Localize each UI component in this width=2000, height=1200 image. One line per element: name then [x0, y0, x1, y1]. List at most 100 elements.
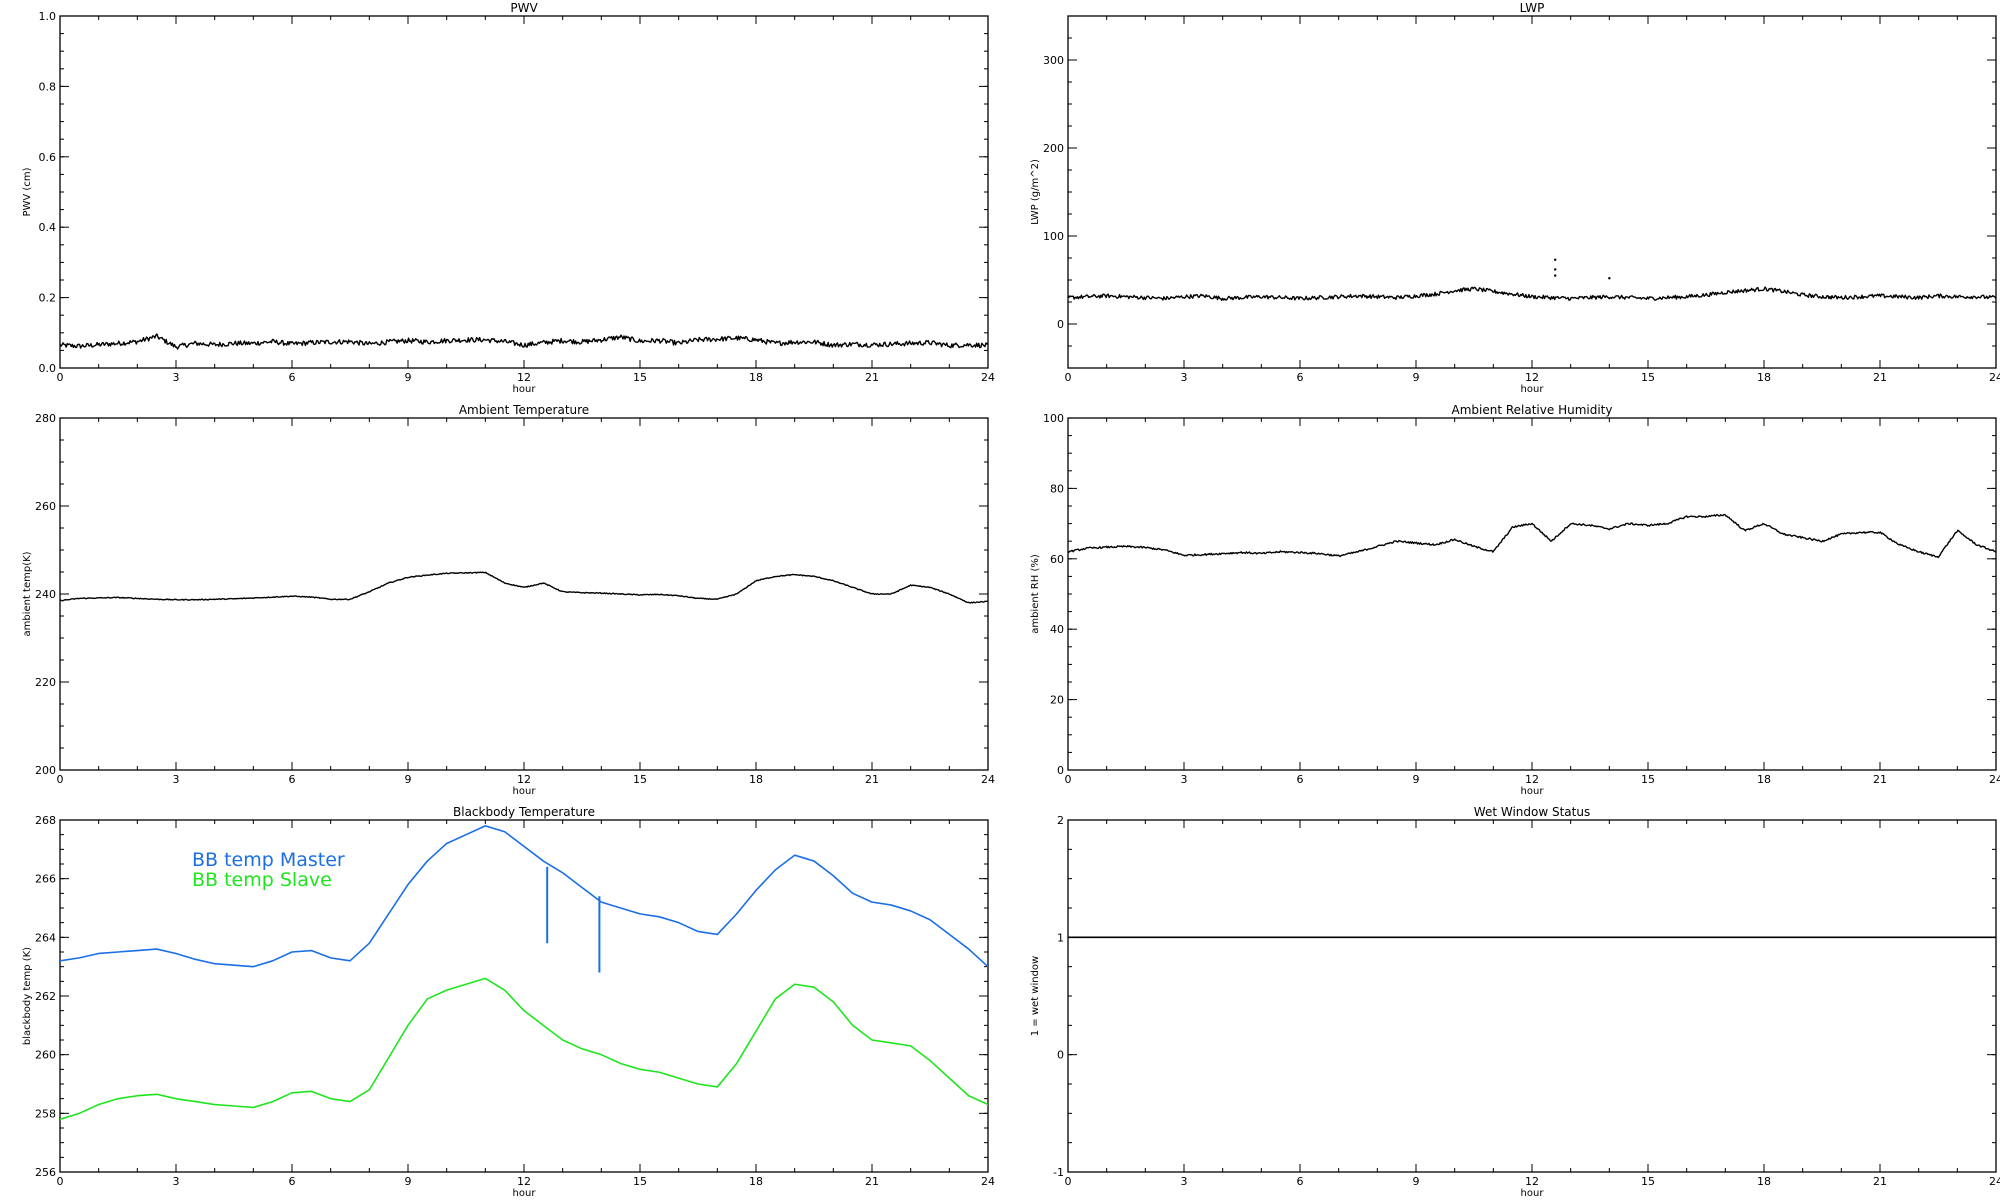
x-axis-label: hour	[513, 786, 537, 797]
y-tick-label: 256	[35, 1166, 56, 1179]
chart-title: Wet Window Status	[1474, 805, 1590, 819]
y-tick-label: 0	[1057, 764, 1064, 777]
y-tick-label: 100	[1043, 230, 1064, 243]
panel-pwv: PWV 0 3 6 9 12 15 18 21 24 hour 0.0 0.2 0.4 0.6 0.8 1.0 P…	[22, 1, 995, 395]
y-tick-label: 0	[1057, 1049, 1064, 1062]
series-line	[1068, 513, 1996, 559]
y-tick-label: 0	[1057, 318, 1064, 331]
x-tick-label: 6	[289, 1175, 296, 1188]
x-tick-label: 15	[1641, 773, 1655, 786]
x-tick-label: 24	[1989, 371, 2000, 384]
x-tick-label: 21	[865, 371, 879, 384]
x-tick-label: 6	[1297, 773, 1304, 786]
x-tick-label: 9	[405, 1175, 412, 1188]
x-tick-label: 9	[1413, 773, 1420, 786]
y-tick-label: 200	[1043, 142, 1064, 155]
x-tick-label: 18	[1757, 371, 1771, 384]
outlier-point	[1554, 258, 1557, 261]
y-axis-label: 1 = wet window	[1030, 956, 1041, 1036]
x-tick-label: 0	[57, 773, 64, 786]
x-axis-label: hour	[1521, 786, 1545, 797]
panel-blackbody-temp: Blackbody Temperature 0 3 6 9 12 15 18 21 24 hour 2…	[22, 805, 995, 1199]
x-tick-label: 9	[1413, 371, 1420, 384]
x-tick-label: 3	[1181, 1175, 1188, 1188]
y-tick-label: 0.8	[39, 80, 57, 93]
series-line-bb-temp-slave	[60, 977, 988, 1120]
y-tick-label: -1	[1053, 1166, 1064, 1179]
x-tick-label: 15	[633, 371, 647, 384]
plot-frame	[1067, 819, 1997, 1173]
x-tick-label: 12	[1525, 773, 1539, 786]
x-tick-label: 12	[517, 773, 531, 786]
x-tick-label: 15	[633, 773, 647, 786]
panel-ambient-temp: Ambient Temperature 0 3 6 9 12 15 18 21 24 hour 200…	[22, 403, 995, 797]
x-tick-label: 6	[289, 773, 296, 786]
x-axis-label: hour	[513, 1188, 537, 1199]
y-axis-label: LWP (g/m^2)	[1030, 159, 1041, 225]
y-tick-label: 240	[35, 588, 56, 601]
x-tick-label: 0	[1065, 773, 1072, 786]
y-tick-label: 200	[35, 764, 56, 777]
x-tick-label: 21	[865, 773, 879, 786]
chart-title: LWP	[1520, 1, 1545, 15]
series-line	[60, 333, 988, 350]
y-axis-label: PWV (cm)	[22, 167, 33, 216]
chart-title: Blackbody Temperature	[453, 805, 595, 819]
x-tick-label: 15	[1641, 371, 1655, 384]
chart-title: Ambient Relative Humidity	[1452, 403, 1613, 417]
y-tick-label: 300	[1043, 54, 1064, 67]
y-tick-label: 262	[35, 990, 56, 1003]
x-tick-label: 18	[749, 773, 763, 786]
x-tick-label: 3	[1181, 371, 1188, 384]
y-tick-label: 0.6	[39, 151, 57, 164]
series-line	[1068, 286, 1996, 301]
legend-entry: BB temp Slave	[192, 869, 332, 891]
y-tick-label: 260	[35, 1049, 56, 1062]
x-tick-label: 15	[1641, 1175, 1655, 1188]
x-tick-label: 12	[1525, 371, 1539, 384]
x-tick-label: 24	[1989, 1175, 2000, 1188]
y-tick-label: 100	[1043, 412, 1064, 425]
chart-title: Ambient Temperature	[459, 403, 589, 417]
x-tick-label: 12	[1525, 1175, 1539, 1188]
x-tick-label: 12	[517, 371, 531, 384]
y-tick-label: 20	[1050, 694, 1064, 707]
plot-frame	[59, 15, 989, 369]
x-tick-label: 0	[1065, 1175, 1072, 1188]
x-tick-label: 3	[173, 773, 180, 786]
outlier-point	[1554, 268, 1557, 271]
x-tick-label: 3	[173, 371, 180, 384]
y-axis-label: blackbody temp (K)	[22, 947, 33, 1045]
panel-ambient-rh: Ambient Relative Humidity 0 3 6 9 12 15 18 21 24 h…	[1030, 403, 2000, 797]
x-tick-label: 15	[633, 1175, 647, 1188]
y-tick-label: 258	[35, 1107, 56, 1120]
outlier-point	[1554, 274, 1557, 277]
y-tick-label: 60	[1050, 553, 1064, 566]
y-tick-label: 220	[35, 676, 56, 689]
x-axis-label: hour	[513, 384, 537, 395]
plot-frame	[1067, 417, 1997, 771]
x-tick-label: 0	[57, 1175, 64, 1188]
x-tick-label: 9	[1413, 1175, 1420, 1188]
chart-title: PWV	[510, 1, 538, 15]
x-tick-label: 18	[1757, 773, 1771, 786]
x-tick-label: 3	[1181, 773, 1188, 786]
x-tick-label: 24	[1989, 773, 2000, 786]
x-tick-label: 24	[981, 371, 995, 384]
x-tick-label: 0	[1065, 371, 1072, 384]
panel-lwp: LWP 0 3 6 9 12 15 18 21 24 hour 0 100 200 300 LWP (g/m^…	[1030, 1, 2000, 395]
y-tick-label: 1	[1057, 931, 1064, 944]
y-tick-label: 260	[35, 500, 56, 513]
x-tick-label: 21	[865, 1175, 879, 1188]
x-tick-label: 9	[405, 773, 412, 786]
x-tick-label: 6	[1297, 371, 1304, 384]
x-tick-label: 12	[517, 1175, 531, 1188]
outlier-point	[1608, 277, 1611, 280]
x-tick-label: 18	[1757, 1175, 1771, 1188]
x-tick-label: 24	[981, 773, 995, 786]
y-axis-label: ambient temp(K)	[22, 551, 33, 636]
x-axis-label: hour	[1521, 1188, 1545, 1199]
x-axis-label: hour	[1521, 384, 1545, 395]
